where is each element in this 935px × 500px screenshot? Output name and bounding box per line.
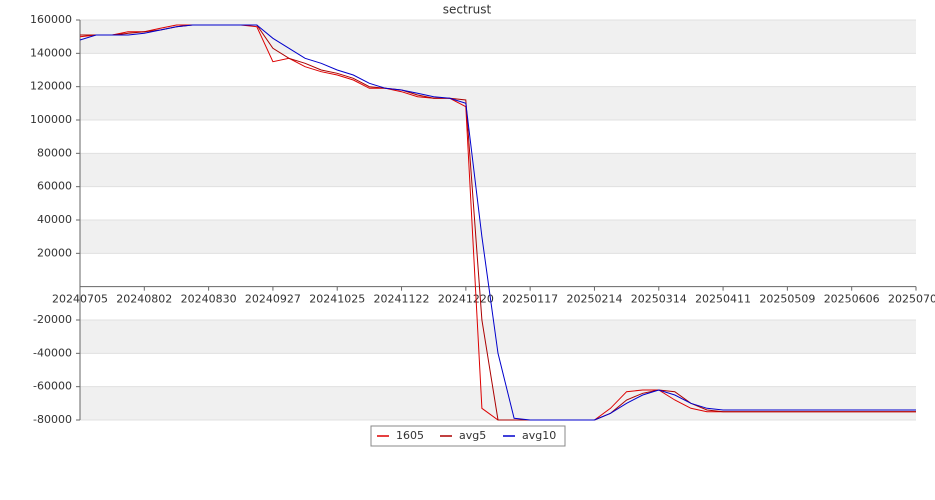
x-tick-label: 20241220 bbox=[438, 293, 494, 306]
x-tick-label: 20250411 bbox=[695, 293, 751, 306]
y-tick-label: 60000 bbox=[37, 180, 72, 193]
x-tick-label: 20240927 bbox=[245, 293, 301, 306]
y-tick-label: 20000 bbox=[37, 246, 72, 259]
grid-band bbox=[80, 386, 916, 420]
legend-label: 1605 bbox=[396, 429, 424, 442]
x-tick-label: 20250117 bbox=[502, 293, 558, 306]
x-tick-label: 20250214 bbox=[566, 293, 622, 306]
x-tick-label: 20240705 bbox=[52, 293, 108, 306]
x-tick-label: 20250509 bbox=[759, 293, 815, 306]
grid-band bbox=[80, 153, 916, 187]
y-tick-label: -20000 bbox=[33, 313, 72, 326]
x-tick-label: 20250704 bbox=[888, 293, 935, 306]
grid-band bbox=[80, 220, 916, 254]
y-tick-label: 140000 bbox=[30, 46, 72, 59]
series-line bbox=[79, 24, 916, 421]
y-tick-label: 80000 bbox=[37, 146, 72, 159]
y-tick-label: -40000 bbox=[33, 346, 72, 359]
x-tick-label: 20240830 bbox=[181, 293, 237, 306]
legend bbox=[370, 425, 566, 447]
y-tick-label: 160000 bbox=[30, 13, 72, 26]
y-tick-label: 120000 bbox=[30, 80, 72, 93]
grid-band bbox=[80, 86, 916, 120]
x-tick-label: 20240802 bbox=[116, 293, 172, 306]
y-tick-label: 40000 bbox=[37, 213, 72, 226]
x-tick-label: 20250314 bbox=[631, 293, 687, 306]
x-tick-label: 20250606 bbox=[824, 293, 880, 306]
grid-band bbox=[80, 320, 916, 354]
legend-label: avg5 bbox=[459, 429, 486, 442]
x-tick-label: 20241122 bbox=[374, 293, 430, 306]
x-tick-label: 20241025 bbox=[309, 293, 365, 306]
y-tick-label: -80000 bbox=[33, 413, 72, 426]
chart-title: sectrust bbox=[443, 3, 492, 17]
legend-label: avg10 bbox=[522, 429, 556, 442]
grid-band bbox=[80, 20, 916, 54]
y-tick-label: -60000 bbox=[33, 380, 72, 393]
y-tick-label: 100000 bbox=[30, 113, 72, 126]
